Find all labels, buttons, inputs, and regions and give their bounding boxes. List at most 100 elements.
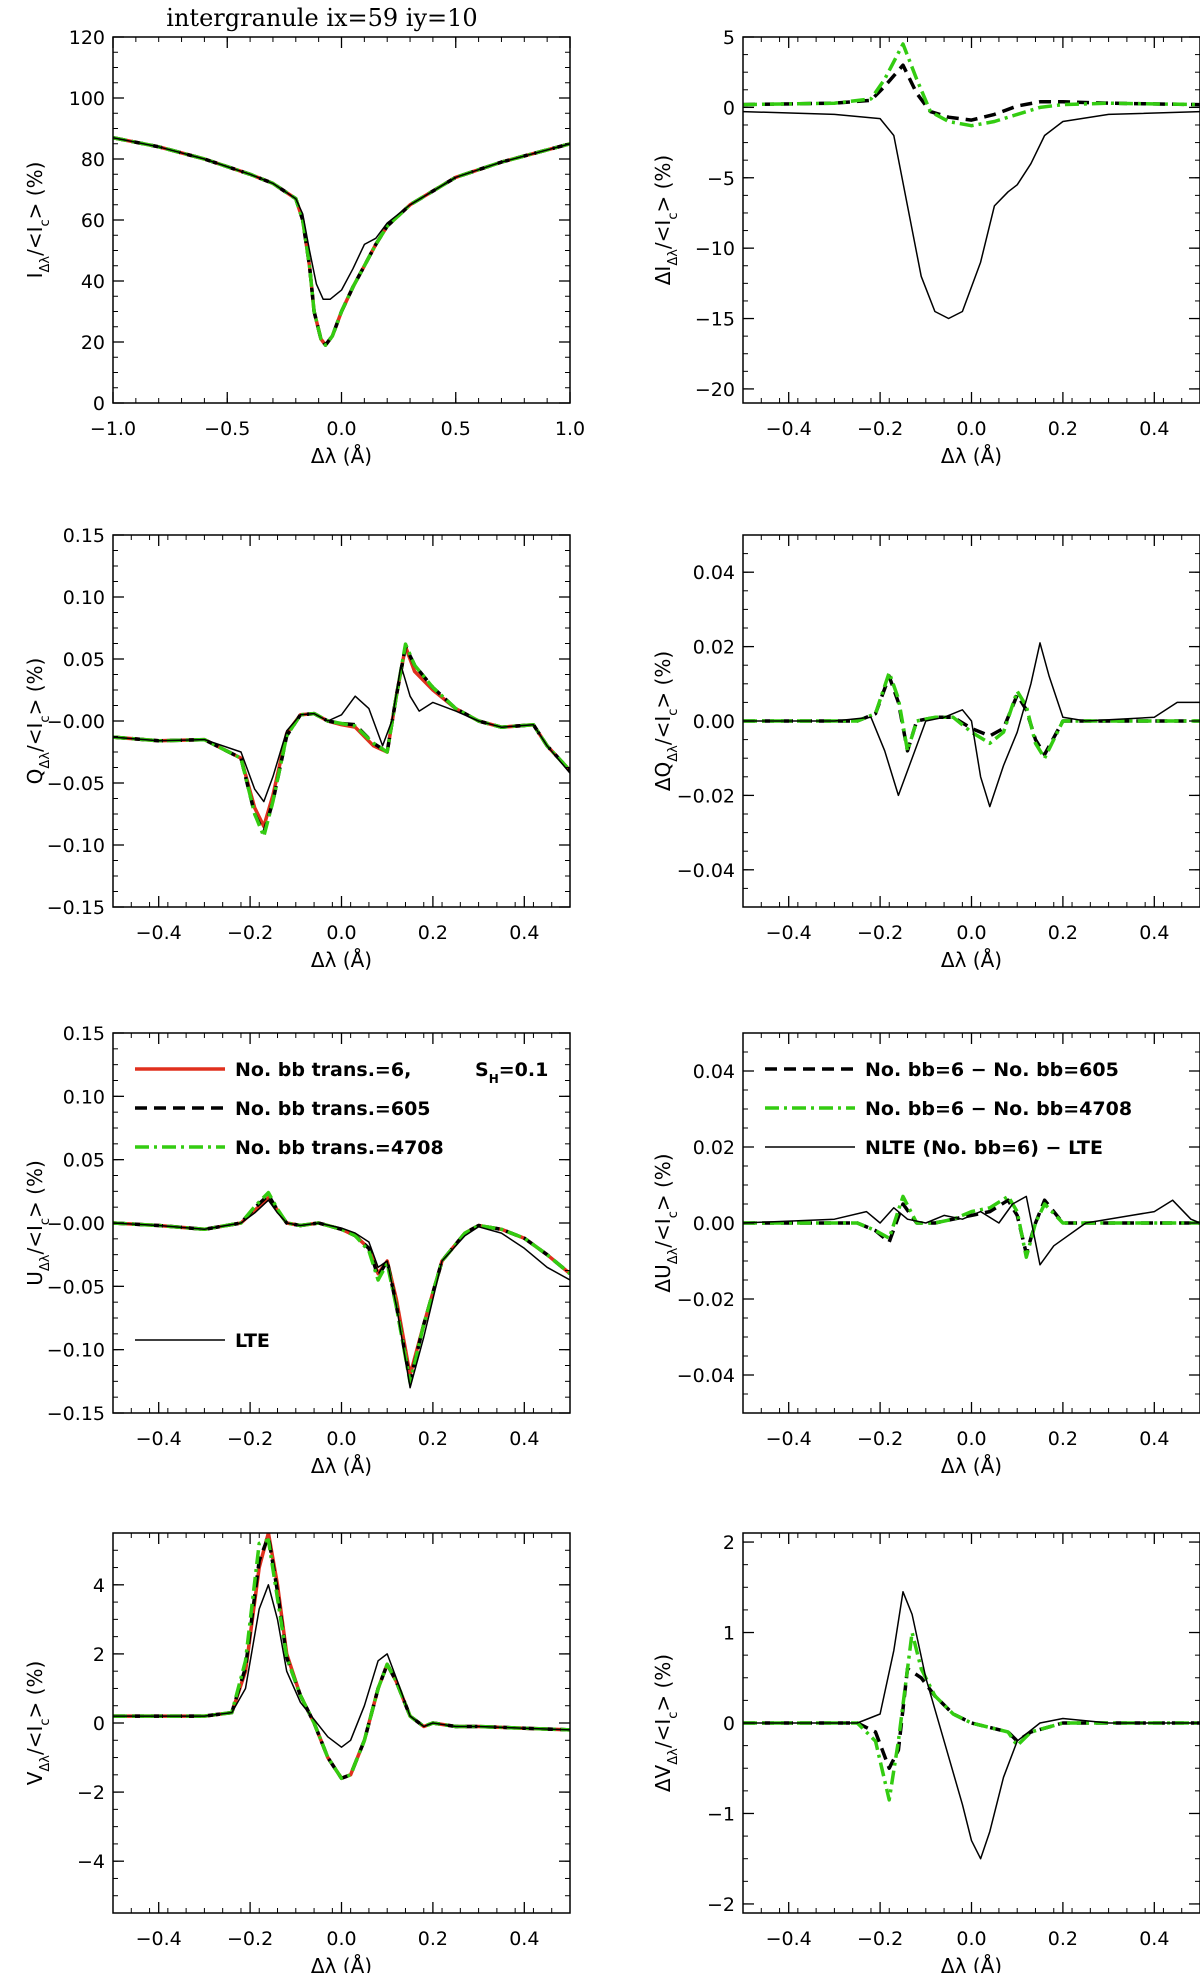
panel-V: −0.4 −0.2 0.0 0.2 0.4 −4 −2 0 2 4 Δλ (Å) VΔλ/<Ic> (… [23,1532,571,1973]
y-tick-label: 100 [69,88,105,110]
series-line-lte [743,110,1200,320]
y-label-part: c [38,1718,53,1725]
y-label-part: c [666,709,681,716]
y-label-part: c [38,219,53,226]
legend: No. bb trans.=6, SH=0.1 No. bb trans.=605 N… [135,1059,548,1352]
y-label-part: > (%) [23,1661,47,1719]
series-line-lte [113,1199,570,1389]
x-axis-label: Δλ (Å) [311,948,372,972]
y-tick-label: −0.15 [47,1403,105,1425]
y-tick-label: 0.15 [63,1023,105,1045]
y-tick-label: 0.05 [63,649,105,671]
x-tick-label: 0.0 [326,1928,356,1950]
y-axis-label: VΔλ/<Ic> (%) [23,1661,53,1786]
x-tick-label: 0.0 [326,1428,356,1450]
series-line-bb605 [113,1534,570,1781]
series-line-nlte6 [113,1533,570,1781]
x-tick-label: −0.2 [857,922,903,944]
x-tick-label: −0.2 [857,1428,903,1450]
x-tick-label: 0.4 [1139,1428,1169,1450]
x-axis-label: Δλ (Å) [941,1454,1002,1478]
legend-label: No. bb trans.=605 [235,1098,431,1120]
x-tick-label: 0.0 [956,418,986,440]
x-tick-label: −0.2 [857,418,903,440]
y-axis-label: UΔλ/<Ic> (%) [23,1160,53,1286]
x-tick-label: 0.4 [1139,418,1169,440]
panel-Q: −0.4 −0.2 0.0 0.2 0.4 −0.15 −0.10 −0.05 −0.00 0.0… [23,525,571,972]
y-axis-label: QΔλ/<Ic> (%) [23,658,53,785]
series-line-lte [113,136,570,301]
y-label-part: Δλ [38,752,53,769]
y-tick-label: 0 [93,1713,105,1735]
x-tick-label: 0.2 [1048,1428,1078,1450]
y-tick-label: 0 [723,97,735,119]
x-tick-label: −0.4 [766,922,812,944]
x-axis-label: Δλ (Å) [311,1454,372,1478]
legend-label: No. bb=6 − No. bb=4708 [865,1098,1132,1120]
y-tick-label: 4 [93,1575,105,1597]
y-label-part: Δλ [666,1748,681,1765]
y-label-part: Δλ [666,1247,681,1264]
y-label-part: > (%) [651,651,675,709]
series-line-lte [743,1591,1200,1860]
x-tick-label: −0.4 [766,1928,812,1950]
series-line-nlte6 [113,644,570,829]
panel-dQ: −0.4 −0.2 0.0 0.2 0.4 −0.04 −0.02 0.00 0.02 0.04 Δ… [651,534,1200,972]
y-label-part: ΔQ [651,762,675,791]
x-tick-label: −0.2 [227,1428,273,1450]
y-tick-label: 0.02 [693,637,735,659]
y-tick-label: −10 [695,238,735,260]
y-label-part: > (%) [23,658,47,716]
x-tick-label: 0.0 [956,1928,986,1950]
x-tick-label: 0.4 [509,922,539,944]
x-tick-label: −0.2 [227,1928,273,1950]
series-line-lte [113,1584,570,1748]
y-tick-label: 0.05 [63,1150,105,1172]
x-tick-label: 0.2 [1048,1928,1078,1950]
x-tick-label: 0.2 [418,922,448,944]
y-tick-label: 0.00 [693,711,735,733]
x-tick-label: 0.0 [326,418,356,440]
y-label-part: Δλ [38,1755,53,1772]
legend-label: No. bb=6 − No. bb=605 [865,1059,1119,1081]
series-line-lte [743,1195,1200,1266]
y-label-part: /<I [651,1218,675,1247]
x-axis-label: Δλ (Å) [311,444,372,468]
y-label-part: I [23,272,47,278]
y-tick-label: 0.04 [693,1061,735,1083]
y-label-part: c [666,1211,681,1218]
x-tick-label: −0.2 [227,922,273,944]
series-line-bb4708 [113,1538,570,1781]
legend-extra-sub: H [489,1072,499,1086]
y-label-part: > (%) [651,1153,675,1211]
series-line-nlte6 [113,1195,570,1377]
y-tick-label: −0.05 [47,773,105,795]
y-tick-label: 60 [81,210,105,232]
series-line-lte [113,664,570,803]
y-label-part: U [23,1271,47,1286]
y-tick-label: −2 [707,1894,735,1916]
y-label-part: > (%) [651,1654,675,1712]
y-label-part: /<I [23,226,47,255]
y-tick-label: −5 [707,168,735,190]
y-label-part: c [666,212,681,219]
y-tick-label: 0 [723,1713,735,1735]
y-label-part: Δλ [38,256,53,273]
x-axis-label: Δλ (Å) [941,444,1002,468]
y-label-part: c [666,1712,681,1719]
series-line-bb605 [743,674,1200,757]
x-tick-label: −0.4 [136,1928,182,1950]
y-tick-label: 40 [81,271,105,293]
plot-frame [112,36,571,404]
x-tick-label: 0.0 [326,922,356,944]
x-tick-label: −0.4 [136,1428,182,1450]
y-tick-label: −4 [77,1851,105,1873]
y-tick-label: 0.04 [693,562,735,584]
y-label-part: c [38,1218,53,1225]
panel-U: −0.4 −0.2 0.0 0.2 0.4 −0.15 −0.10 −0.05 −0.00 0.0… [23,1023,571,1478]
series-line-bb4708 [743,670,1200,760]
series-line-bb4708 [113,1190,570,1385]
legend-label: LTE [235,1330,270,1352]
x-tick-label: 0.0 [956,1428,986,1450]
